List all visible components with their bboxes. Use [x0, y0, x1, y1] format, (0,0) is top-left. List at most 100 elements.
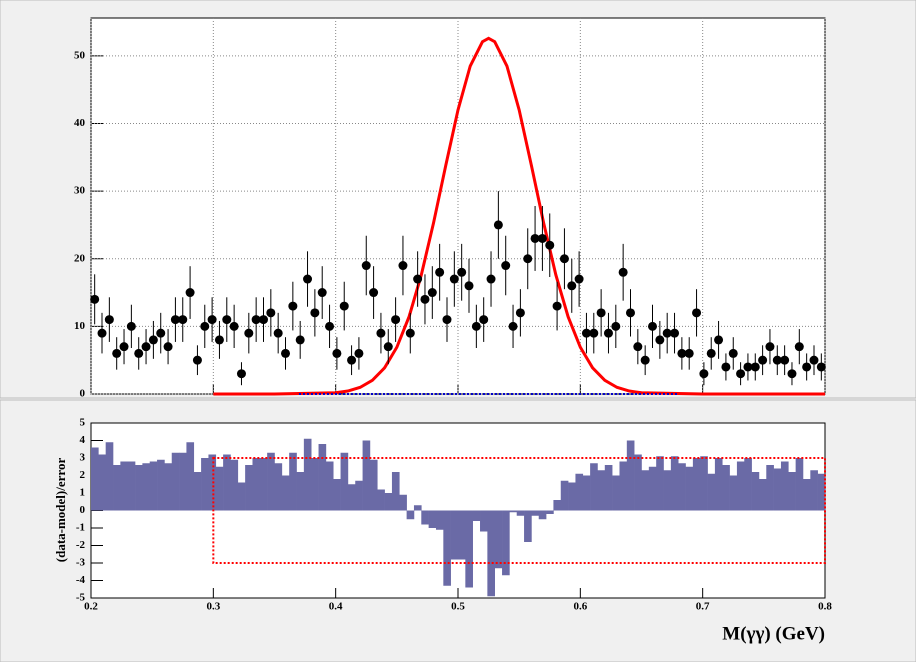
data-point [670, 328, 680, 338]
data-point [684, 348, 694, 358]
pull-bar [582, 475, 591, 511]
data-point [442, 315, 452, 325]
pull-bar [590, 463, 598, 511]
pull-bar [399, 494, 407, 511]
data-point [413, 274, 423, 284]
pull-bar [817, 473, 826, 511]
data-point [662, 328, 672, 338]
data-point [398, 261, 408, 271]
data-point [479, 315, 489, 325]
pull-bar [303, 438, 312, 511]
y-tick-label: 40 [74, 117, 86, 129]
pull-bar [604, 465, 613, 511]
data-point [258, 315, 268, 325]
pull-bar [362, 440, 371, 511]
data-point [134, 348, 144, 358]
pull-bar [450, 510, 459, 560]
pull-bar [656, 456, 664, 511]
y-tick-label: -1 [76, 522, 85, 534]
x-tick-label: 0.8 [818, 601, 832, 613]
data-point [156, 328, 166, 338]
y-tick-label: 5 [80, 417, 86, 429]
pull-bar [524, 510, 532, 542]
data-point [574, 274, 584, 284]
data-point [780, 355, 790, 365]
data-point [486, 274, 496, 284]
data-point [581, 328, 591, 338]
data-point [90, 294, 100, 304]
pull-bar [458, 510, 466, 560]
pull-bar [472, 510, 481, 521]
pull-bar [325, 461, 334, 511]
pull-bar [267, 452, 275, 511]
data-point [728, 348, 738, 358]
data-point [207, 315, 217, 325]
pull-bar [245, 465, 253, 511]
data-point [501, 261, 511, 271]
pull-bar [340, 452, 349, 511]
pull-bar [208, 454, 217, 511]
pull-bar [171, 452, 180, 511]
pull-bar [531, 510, 540, 516]
data-point [361, 261, 371, 271]
y-tick-label: 0 [80, 388, 86, 400]
pull-bar [707, 473, 716, 511]
pull-bar [296, 472, 305, 511]
data-point [354, 348, 364, 358]
data-point [772, 355, 782, 365]
pull-bar [641, 470, 650, 511]
data-point [493, 220, 503, 230]
data-point [633, 342, 643, 352]
data-point [391, 315, 401, 325]
data-point [692, 308, 702, 318]
pull-bar [91, 447, 99, 511]
pull-bar [575, 473, 584, 511]
data-point [332, 348, 342, 358]
x-tick-label: 0.2 [84, 601, 98, 613]
pull-bar [311, 458, 319, 511]
data-point [699, 369, 709, 379]
data-point [765, 342, 775, 352]
y-tick-label: 20 [74, 252, 86, 264]
data-point [347, 355, 357, 365]
data-point [303, 274, 313, 284]
pull-bar [810, 470, 818, 511]
pull-bar [289, 452, 297, 511]
data-point [244, 328, 254, 338]
pull-bar [612, 475, 620, 511]
data-point [236, 369, 246, 379]
y-tick-label: -3 [76, 557, 86, 569]
y-tick-label: 4 [80, 434, 86, 446]
pull-bar [428, 510, 437, 528]
pull-bar [678, 463, 686, 511]
y-tick-label: -5 [76, 592, 86, 604]
data-point [809, 355, 819, 365]
pull-bar [766, 465, 774, 511]
pull-bar [435, 510, 444, 530]
data-point [288, 301, 298, 311]
pull-bar [215, 466, 224, 511]
pull-bar [722, 465, 730, 511]
data-point [596, 308, 606, 318]
pull-bar [127, 461, 136, 511]
band [212, 457, 827, 564]
pull-bar [773, 468, 782, 511]
data-point [603, 328, 613, 338]
pull-bar [619, 461, 628, 511]
y-tick-label: 50 [74, 49, 86, 61]
pull-bar [729, 475, 738, 511]
y-tick-label: -2 [76, 539, 86, 551]
data-point [185, 288, 195, 298]
data-point [640, 355, 650, 365]
data-point [112, 348, 122, 358]
data-point [706, 348, 716, 358]
data-point [405, 328, 415, 338]
data-point [743, 362, 753, 372]
data-point [750, 362, 760, 372]
pull-bar [546, 510, 554, 514]
y-tick-label: 30 [74, 185, 86, 197]
data-point [567, 281, 577, 291]
data-point [618, 267, 628, 277]
data-point [251, 315, 261, 325]
data-point [611, 321, 621, 331]
